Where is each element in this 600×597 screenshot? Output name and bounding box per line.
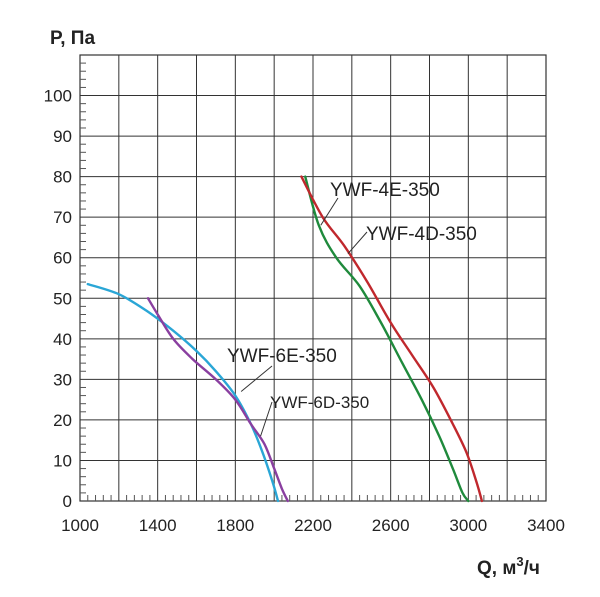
series-line-ywf-6e-350 [86, 282, 280, 503]
x-tick-label: 1800 [216, 516, 254, 535]
x-tick-label: 2200 [294, 516, 332, 535]
y-tick-label: 60 [53, 249, 72, 268]
y-tick-label: 30 [53, 370, 72, 389]
x-tick-label: 2600 [372, 516, 410, 535]
grid [79, 54, 547, 502]
y-tick-label: 80 [53, 168, 72, 187]
label-leader-3 [260, 401, 273, 437]
series-curves [86, 175, 484, 503]
series-line-ywf-6d-350 [146, 297, 289, 503]
series-label-ywf-6e-350: YWF-6E-350 [227, 346, 337, 367]
minor-ticks [80, 62, 539, 501]
label-leader-1 [347, 231, 368, 255]
y-tick-label: 40 [53, 330, 72, 349]
x-tick-labels: 1000 1400 1800 2200 2600 3000 3400 [61, 516, 565, 535]
x-axis-label-sup: 3 [516, 554, 523, 569]
y-axis-label: P, Па [50, 28, 95, 49]
label-leader-0 [320, 197, 339, 226]
y-tick-label: 20 [53, 411, 72, 430]
x-tick-label: 3400 [527, 516, 565, 535]
label-leader-2 [240, 365, 273, 392]
y-tick-label: 90 [53, 127, 72, 146]
y-tick-label: 50 [53, 289, 72, 308]
plot-frame [79, 54, 547, 502]
x-tick-label: 1000 [61, 516, 99, 535]
series-label-ywf-4d-350: YWF-4D-350 [366, 224, 477, 245]
x-axis-label-main: Q, м [477, 558, 516, 579]
y-tick-labels: 0 10 20 30 40 50 60 70 80 90 100 [44, 87, 72, 511]
x-tick-label: 1400 [139, 516, 177, 535]
series-line-ywf-4e-350 [304, 175, 470, 503]
label-leaders [240, 197, 368, 437]
series-label-ywf-4e-350: YWF-4E-350 [330, 180, 440, 201]
y-tick-label: 100 [44, 87, 72, 106]
x-axis-label-rest: /ч [524, 558, 540, 579]
y-tick-label: 70 [53, 208, 72, 227]
series-line-ywf-4d-350 [300, 175, 484, 503]
series-label-ywf-6d-350: YWF-6D-350 [270, 393, 369, 412]
x-axis-label: Q, м3/ч [477, 554, 540, 579]
y-tick-label: 10 [53, 451, 72, 470]
y-tick-label: 0 [63, 492, 72, 511]
x-tick-label: 3000 [449, 516, 487, 535]
